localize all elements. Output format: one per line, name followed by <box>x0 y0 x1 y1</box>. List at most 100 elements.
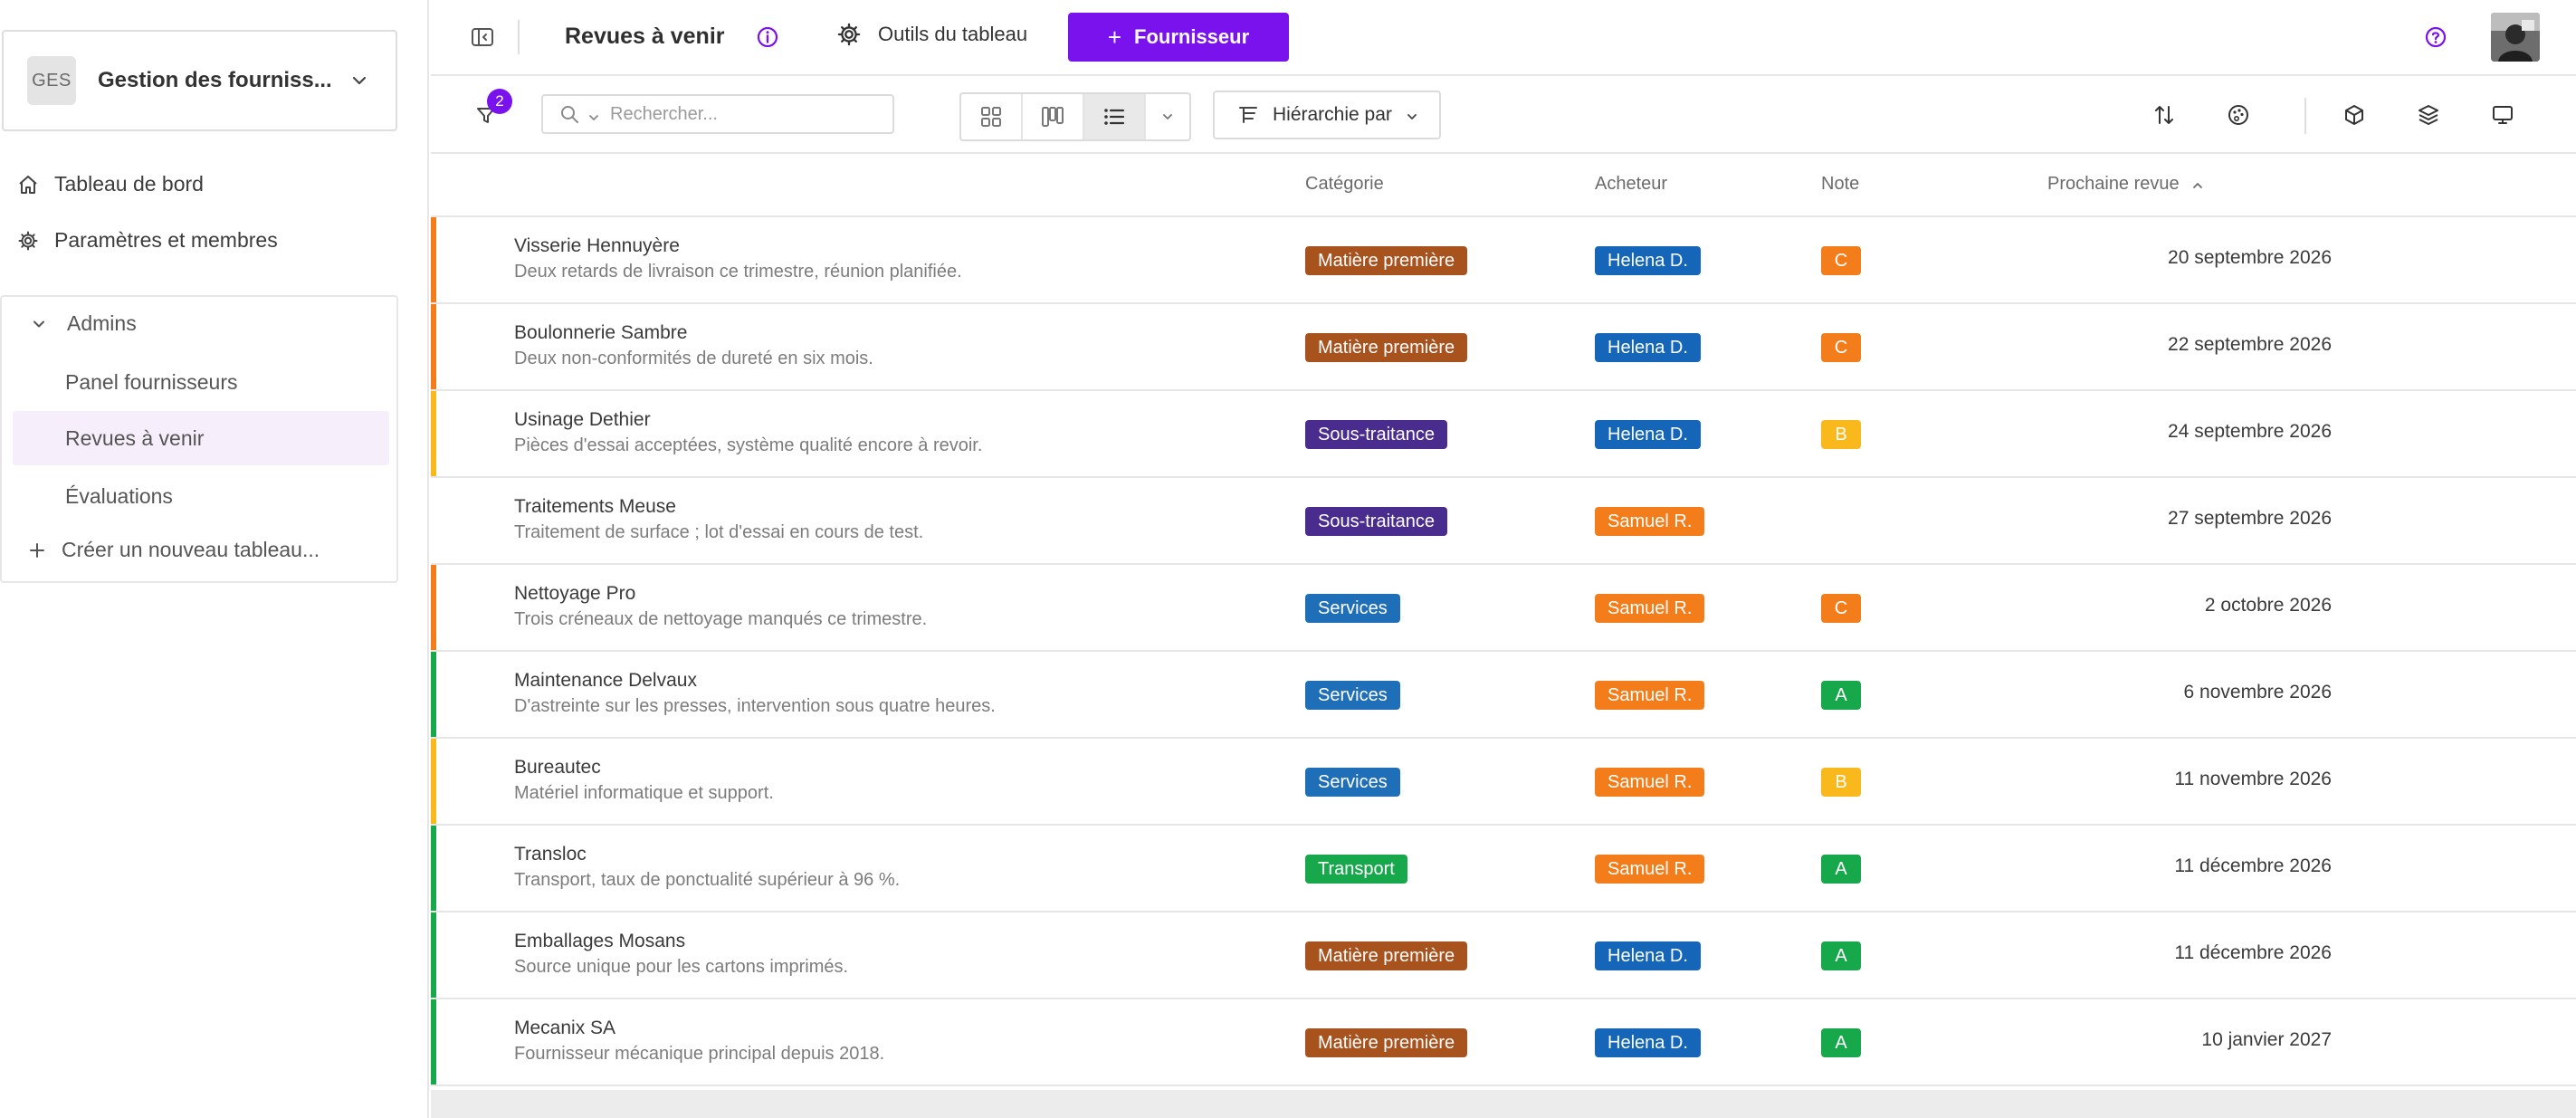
sidebar-item-evaluations[interactable]: Évaluations <box>65 483 173 508</box>
monitor-icon[interactable] <box>2489 101 2516 129</box>
grid-view-icon[interactable] <box>961 94 1023 139</box>
table-row[interactable]: Emballages Mosans Source unique pour les… <box>431 913 2576 999</box>
column-header-label: Prochaine revue <box>2047 174 2180 194</box>
filter-count-badge: 2 <box>487 89 512 114</box>
supplier-name: Traitements Meuse <box>514 496 676 517</box>
hierarchy-label: Hiérarchie par <box>1273 104 1392 125</box>
admins-section-toggle[interactable]: Admins <box>31 311 137 336</box>
grade-badge: A <box>1821 855 1861 884</box>
sidebar-item-settings[interactable]: Paramètres et membres <box>16 228 278 253</box>
gear-icon <box>836 22 862 47</box>
sort-icon[interactable] <box>2151 101 2178 129</box>
buyer-tag: Samuel R. <box>1595 855 1705 884</box>
grade-indicator <box>431 391 436 476</box>
sidebar-item-dashboard[interactable]: Tableau de bord <box>16 172 204 196</box>
chevron-down-icon[interactable] <box>1146 94 1189 139</box>
search-input[interactable] <box>610 103 863 125</box>
table-row[interactable]: Mecanix SA Fournisseur mécanique princip… <box>431 999 2576 1086</box>
chevron-down-icon <box>347 68 372 93</box>
table-row[interactable]: Bureautec Matériel informatique et suppo… <box>431 739 2576 826</box>
column-header-grade[interactable]: Note <box>1821 174 1860 194</box>
board-tools-label: Outils du tableau <box>878 23 1028 45</box>
table-row[interactable]: Boulonnerie Sambre Deux non-conformités … <box>431 304 2576 391</box>
board-tools-button[interactable]: Outils du tableau <box>836 22 1027 47</box>
next-review-date: 24 septembre 2026 <box>2168 421 2332 442</box>
kanban-view-icon[interactable] <box>1023 94 1084 139</box>
table-row[interactable]: Maintenance Delvaux D'astreinte sur les … <box>431 652 2576 739</box>
supplier-description: Matériel informatique et support. <box>514 783 774 803</box>
user-avatar[interactable] <box>2491 13 2540 62</box>
cube-icon[interactable] <box>2341 101 2368 129</box>
sort-ascending-icon <box>2190 177 2205 192</box>
table-footer <box>431 1090 2576 1118</box>
info-icon[interactable] <box>755 24 780 50</box>
hierarchy-dropdown[interactable]: Hiérarchie par <box>1213 91 1441 139</box>
plus-icon: + <box>1107 23 1122 51</box>
buyer-tag: Helena D. <box>1595 333 1701 362</box>
next-review-date: 10 janvier 2027 <box>2201 1029 2332 1050</box>
search-field[interactable] <box>541 94 894 134</box>
sidebar-item-supplier-panel[interactable]: Panel fournisseurs <box>65 369 238 394</box>
sidebar-item-upcoming-reviews[interactable]: Revues à venir <box>13 411 389 465</box>
grade-indicator <box>431 739 436 824</box>
search-icon <box>559 104 579 124</box>
grade-badge: B <box>1821 768 1861 797</box>
next-review-date: 11 novembre 2026 <box>2174 769 2332 789</box>
admins-section-title: Admins <box>67 311 137 335</box>
palette-icon[interactable] <box>2225 101 2252 129</box>
category-tag: Matière première <box>1305 941 1468 970</box>
next-review-date: 11 décembre 2026 <box>2174 942 2332 963</box>
grade-badge: B <box>1821 420 1861 449</box>
chevron-down-icon[interactable] <box>587 107 601 121</box>
plus-icon <box>29 541 47 559</box>
divider <box>2304 98 2306 134</box>
supplier-description: Trois créneaux de nettoyage manqués ce t… <box>514 609 928 629</box>
grade-indicator <box>431 652 436 737</box>
grade-badge: A <box>1821 681 1861 710</box>
buyer-tag: Helena D. <box>1595 246 1701 275</box>
table-row[interactable]: Usinage Dethier Pièces d'essai acceptées… <box>431 391 2576 478</box>
help-icon[interactable] <box>2424 25 2447 49</box>
buyer-tag: Samuel R. <box>1595 768 1705 797</box>
next-review-date: 27 septembre 2026 <box>2168 508 2332 529</box>
next-review-date: 11 décembre 2026 <box>2174 855 2332 876</box>
column-header-category[interactable]: Catégorie <box>1305 174 1384 194</box>
supplier-description: Pièces d'essai acceptées, système qualit… <box>514 435 983 455</box>
page-title: Revues à venir <box>565 24 725 49</box>
table-row[interactable]: Traitements Meuse Traitement de surface … <box>431 478 2576 565</box>
category-tag: Sous-traitance <box>1305 507 1447 536</box>
supplier-name: Bureautec <box>514 757 601 778</box>
supplier-name: Maintenance Delvaux <box>514 670 697 691</box>
next-review-date: 6 novembre 2026 <box>2183 682 2332 702</box>
buyer-tag: Helena D. <box>1595 1028 1701 1057</box>
grade-badge: C <box>1821 594 1861 623</box>
list-view-icon[interactable] <box>1084 94 1146 139</box>
category-tag: Matière première <box>1305 246 1468 275</box>
workspace-switcher[interactable]: GES Gestion des fourniss... <box>2 30 397 131</box>
table-row[interactable]: Nettoyage Pro Trois créneaux de nettoyag… <box>431 565 2576 652</box>
buyer-tag: Helena D. <box>1595 420 1701 449</box>
column-header-next-review[interactable]: Prochaine revue <box>2047 174 2205 195</box>
create-board-button[interactable]: Créer un nouveau tableau... <box>29 538 320 562</box>
grade-badge: A <box>1821 1028 1861 1057</box>
grade-indicator <box>431 478 436 563</box>
grade-badge: C <box>1821 246 1861 275</box>
buyer-tag: Samuel R. <box>1595 507 1705 536</box>
table-row[interactable]: Transloc Transport, taux de ponctualité … <box>431 826 2576 913</box>
sidebar-toggle-icon[interactable] <box>469 24 496 51</box>
layers-icon[interactable] <box>2415 101 2442 129</box>
chevron-down-icon <box>1405 108 1419 122</box>
column-header-buyer[interactable]: Acheteur <box>1595 174 1668 194</box>
add-supplier-button[interactable]: + Fournisseur <box>1068 13 1289 62</box>
grade-indicator <box>431 999 436 1085</box>
supplier-description: Deux non-conformités de dureté en six mo… <box>514 349 873 368</box>
sidebar: GES Gestion des fourniss... Tableau de b… <box>0 0 429 1118</box>
gear-icon <box>16 229 40 253</box>
category-tag: Services <box>1305 768 1400 797</box>
supplier-description: D'astreinte sur les presses, interventio… <box>514 696 996 716</box>
supplier-name: Transloc <box>514 844 587 865</box>
table-row[interactable]: Visserie Hennuyère Deux retards de livra… <box>431 217 2576 304</box>
supplier-description: Source unique pour les cartons imprimés. <box>514 957 849 977</box>
divider <box>518 20 520 54</box>
table-body: Visserie Hennuyère Deux retards de livra… <box>431 217 2576 1086</box>
